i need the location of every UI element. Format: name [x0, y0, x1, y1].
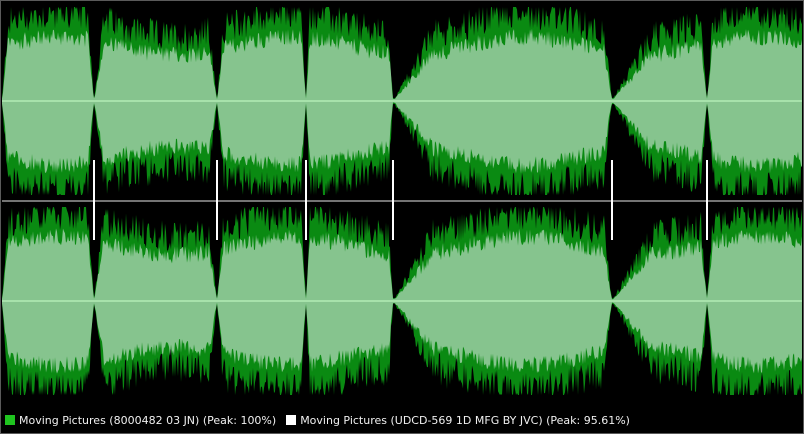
track-b-swatch — [286, 415, 297, 425]
track-a-swatch — [5, 415, 15, 425]
waveform-view — [2, 2, 802, 408]
legend-entry-track-a: Moving Pictures (8000482 03 JN) (Peak: 1… — [5, 414, 276, 427]
track-b-label: Moving Pictures (UDCD-569 1D MFG BY JVC)… — [300, 413, 630, 427]
legend-entry-track-b: Moving Pictures (UDCD-569 1D MFG BY JVC)… — [286, 414, 630, 427]
track-boundary-markers — [93, 160, 708, 240]
track-a-label: Moving Pictures (8000482 03 JN) (Peak: 1… — [19, 413, 277, 427]
legend: Moving Pictures (8000482 03 JN) (Peak: 1… — [5, 411, 630, 429]
